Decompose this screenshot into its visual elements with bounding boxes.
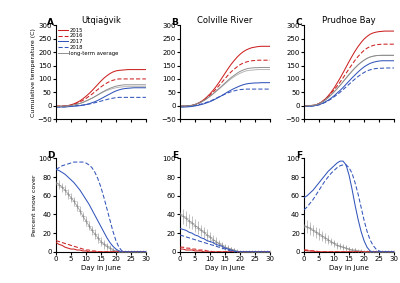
Title: Prudhoe Bay: Prudhoe Bay <box>322 16 376 25</box>
Y-axis label: Percent snow cover: Percent snow cover <box>32 174 37 236</box>
X-axis label: Day in June: Day in June <box>205 265 245 271</box>
Y-axis label: Cumulative temperature (C): Cumulative temperature (C) <box>31 28 36 117</box>
Title: Colville River: Colville River <box>197 16 253 25</box>
Text: C: C <box>296 18 302 27</box>
Text: E: E <box>172 151 178 160</box>
Text: B: B <box>171 18 178 27</box>
Legend: 2015, 2016, 2017, 2018, long-term average: 2015, 2016, 2017, 2018, long-term averag… <box>58 27 119 56</box>
Text: D: D <box>47 151 54 160</box>
Text: A: A <box>47 18 54 27</box>
X-axis label: Day in June: Day in June <box>329 265 369 271</box>
X-axis label: Day in June: Day in June <box>81 265 121 271</box>
Text: F: F <box>296 151 302 160</box>
Title: Utqiaġvik: Utqiaġvik <box>81 16 121 25</box>
